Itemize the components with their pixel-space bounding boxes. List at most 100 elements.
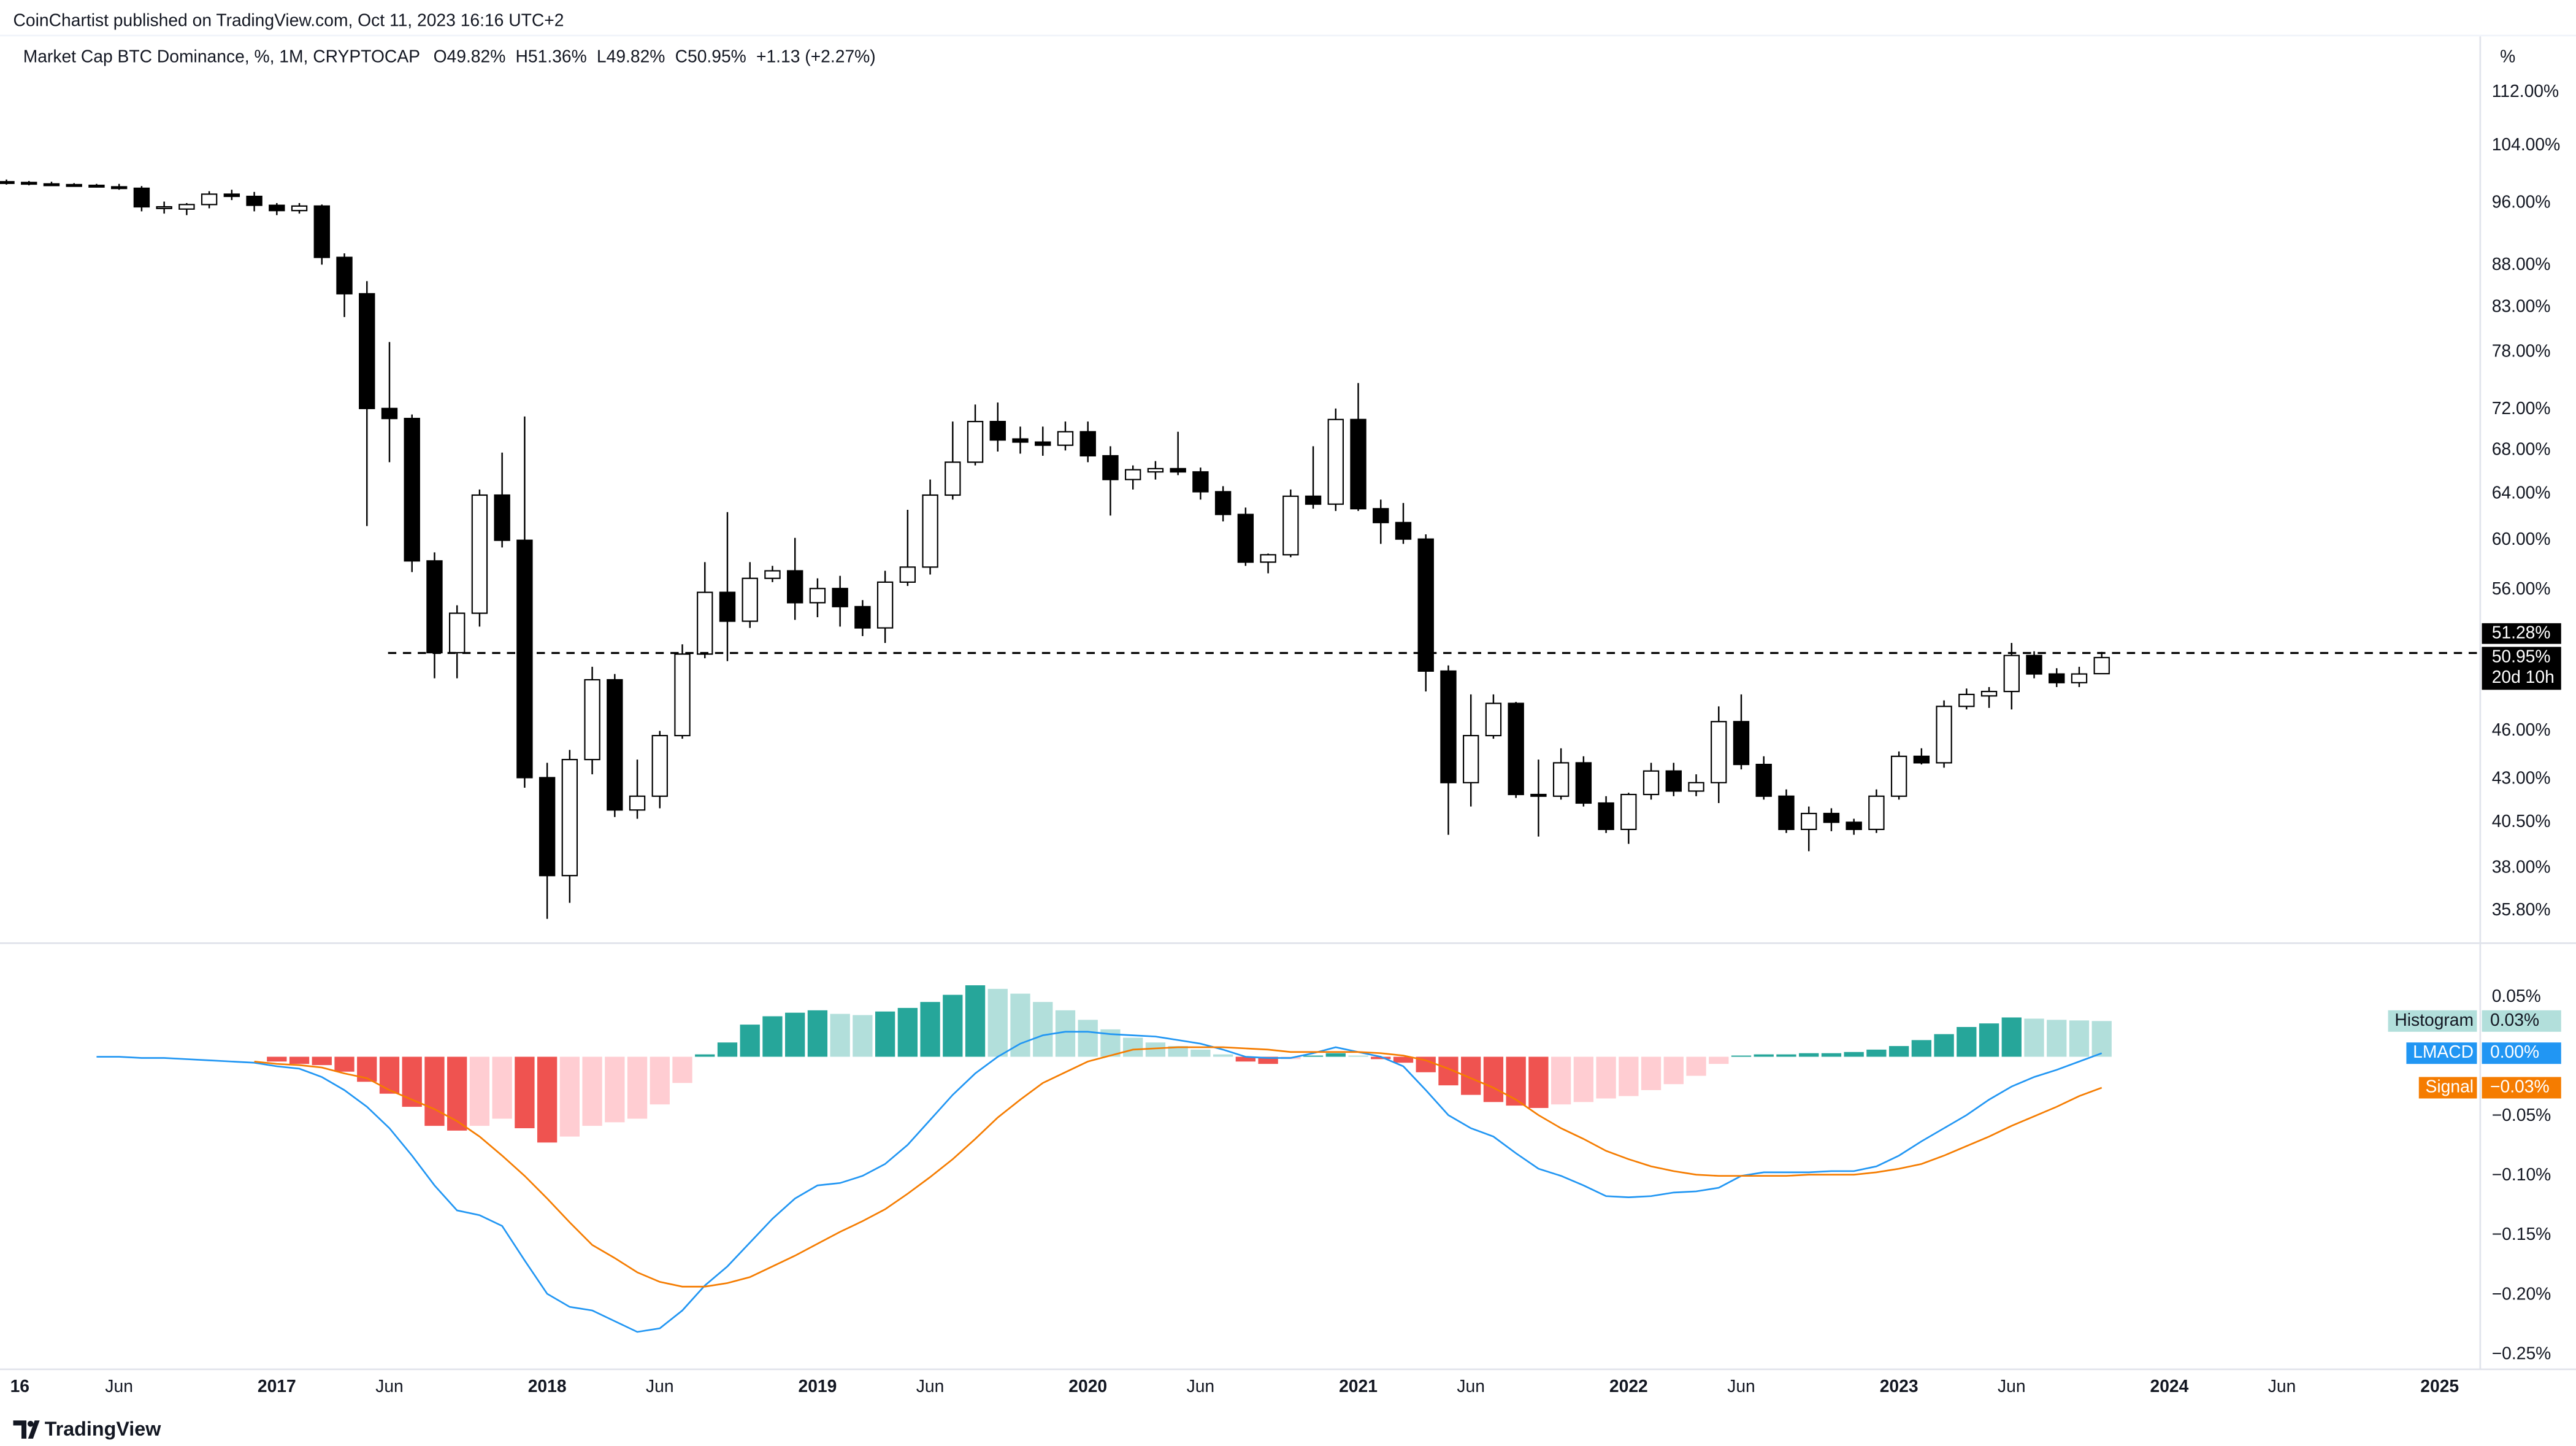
- last-price-label: 50.95%: [2492, 646, 2551, 666]
- candle-body: [1395, 521, 1412, 540]
- histogram-bar: [1145, 1042, 1166, 1057]
- candle-body: [471, 494, 488, 614]
- x-tick-label: Jun: [105, 1376, 133, 1396]
- y-tick-label: 96.00%: [2492, 191, 2551, 211]
- histogram-bar: [1619, 1056, 1639, 1096]
- x-tick-label: Jun: [1727, 1376, 1755, 1396]
- candle-body: [1778, 795, 1795, 831]
- histogram-bar: [379, 1056, 400, 1094]
- x-tick-label: 2024: [2150, 1376, 2188, 1396]
- histogram-bar: [717, 1042, 738, 1057]
- macd-line: [96, 1031, 2103, 1333]
- x-tick-label: 2022: [1609, 1376, 1648, 1396]
- x-tick-label: 16: [10, 1376, 29, 1396]
- histogram-bar: [1235, 1056, 1256, 1062]
- candle-body: [381, 407, 398, 420]
- candle-body: [494, 494, 510, 541]
- histogram-bar: [1393, 1056, 1414, 1063]
- ohlc-value: +1.13 (+2.27%): [756, 47, 876, 66]
- histogram-bar: [920, 1002, 940, 1057]
- histogram-bar: [559, 1056, 580, 1137]
- hline-price-label: 51.28%: [2492, 622, 2551, 642]
- candle-body: [2093, 656, 2110, 675]
- candle-body: [110, 186, 128, 190]
- candle-body: [899, 566, 916, 583]
- candle-body: [832, 588, 848, 607]
- legend-value-box: [2482, 1010, 2561, 1032]
- histogram-bar: [1888, 1046, 1909, 1057]
- y-tick-label: 68.00%: [2492, 439, 2551, 459]
- histogram-bar: [807, 1010, 828, 1057]
- histogram-bar: [1190, 1049, 1211, 1057]
- legend-value-box: [2482, 1077, 2561, 1099]
- macd-tick-label: −0.25%: [2492, 1343, 2551, 1363]
- candle-body: [561, 759, 578, 877]
- histogram-bar: [1866, 1049, 1887, 1057]
- x-tick-label: Jun: [1998, 1376, 2026, 1396]
- histogram-bar: [785, 1012, 805, 1057]
- candle-body: [269, 204, 285, 212]
- candle-body: [1711, 721, 1727, 783]
- histogram-bar: [1979, 1023, 1999, 1057]
- histogram-bar: [1957, 1026, 1977, 1057]
- histogram-bar: [1371, 1056, 1391, 1060]
- candle-body: [786, 570, 803, 604]
- candle-body: [742, 577, 758, 622]
- histogram-bar: [447, 1056, 467, 1131]
- footer-brand: TradingView: [45, 1418, 162, 1440]
- macd-tick-label: 0.05%: [2492, 986, 2541, 1006]
- candle-body: [1282, 495, 1299, 556]
- macd-tick-label: −0.15%: [2492, 1224, 2551, 1244]
- histogram-bar: [1213, 1054, 1233, 1057]
- macd-line: [254, 1046, 2103, 1288]
- logo-dot: [27, 1420, 34, 1427]
- candle-body: [336, 256, 353, 294]
- candle-body: [2026, 655, 2042, 675]
- histogram-bar: [672, 1056, 692, 1083]
- histogram-bar: [1506, 1056, 1526, 1106]
- candle-body: [1958, 693, 1975, 707]
- candle-body: [1980, 691, 1998, 697]
- ohlc-value: O49.82%: [434, 47, 506, 66]
- candle-body: [133, 187, 150, 208]
- candle-body: [1936, 706, 1952, 764]
- histogram-bar: [1641, 1056, 1662, 1090]
- candle-body: [1305, 495, 1322, 505]
- histogram-bar: [943, 994, 963, 1057]
- candle-body: [1035, 441, 1051, 446]
- histogram-bar: [492, 1056, 512, 1119]
- y-tick-label: 112.00%: [2492, 81, 2559, 101]
- candle-body: [43, 183, 60, 187]
- histogram-bar: [1596, 1056, 1616, 1099]
- y-tick-label: 35.80%: [2492, 899, 2551, 919]
- candle-body: [66, 183, 82, 187]
- y-tick-label: 46.00%: [2492, 720, 2551, 739]
- x-tick-label: Jun: [1457, 1376, 1485, 1396]
- candle-body: [1800, 812, 1817, 831]
- x-tick-label: 2019: [798, 1376, 837, 1396]
- histogram-bar: [1078, 1020, 1098, 1057]
- candle-body: [764, 570, 781, 579]
- histogram-bar: [1010, 993, 1030, 1057]
- histogram-bar: [875, 1011, 895, 1057]
- candle-body: [1350, 418, 1367, 510]
- candle-body: [1868, 795, 1885, 831]
- candle-body: [404, 418, 420, 562]
- candle-body: [629, 795, 646, 811]
- hline-price-box: [2482, 623, 2561, 644]
- y-tick-label: 104.00%: [2492, 134, 2561, 154]
- x-tick-label: Jun: [2268, 1376, 2296, 1396]
- candle-body: [674, 653, 691, 737]
- histogram-bar: [1573, 1056, 1594, 1102]
- x-tick-label: Jun: [375, 1376, 404, 1396]
- histogram-bar: [334, 1056, 355, 1072]
- x-tick-label: 2021: [1339, 1376, 1378, 1396]
- histogram-bar: [2001, 1017, 2022, 1057]
- candle-body: [1575, 762, 1592, 804]
- candle-body: [2049, 673, 2065, 683]
- candle-body: [1755, 763, 1772, 797]
- candle-body: [1913, 755, 1930, 764]
- bar-countdown: 20d 10h: [2492, 667, 2555, 686]
